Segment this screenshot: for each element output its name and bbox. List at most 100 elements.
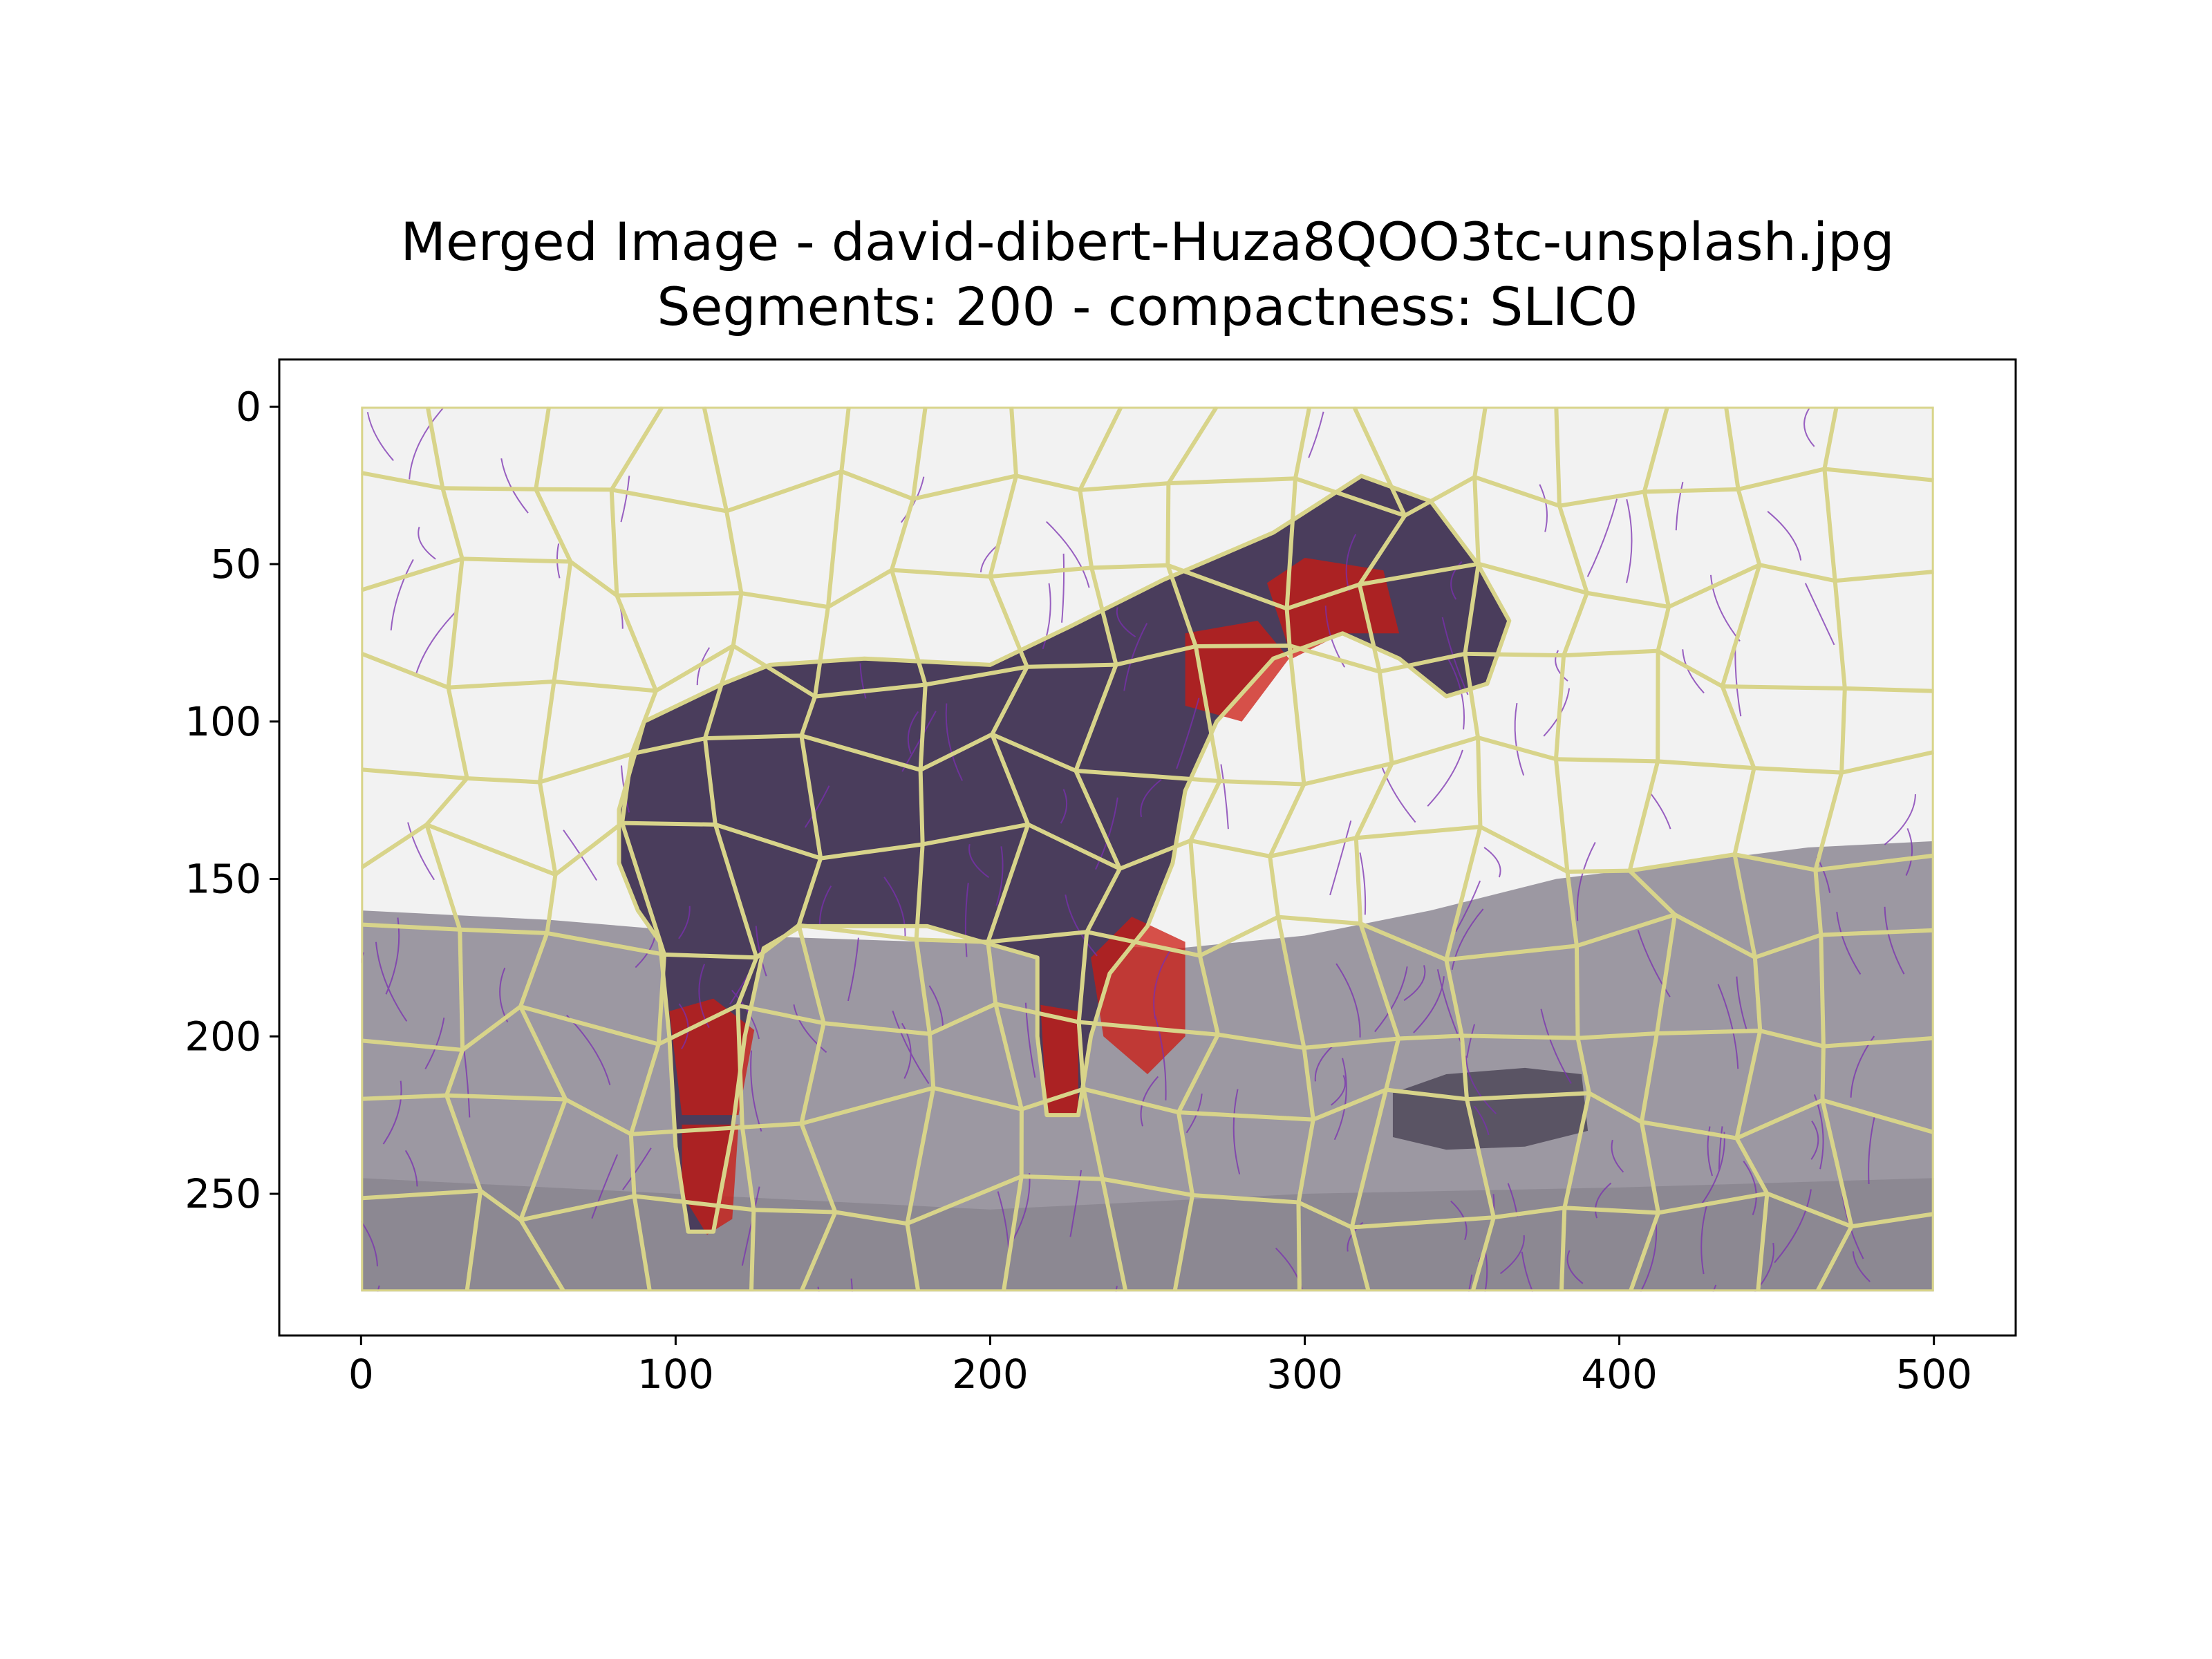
segment-boundary	[1353, 838, 1363, 924]
segment-boundary	[1459, 1035, 1470, 1100]
segment-boundary	[518, 932, 550, 1008]
streamline	[409, 407, 444, 480]
segment-boundary	[1463, 653, 1481, 738]
streamline	[1123, 623, 1148, 691]
segment-boundary	[1588, 1091, 1643, 1124]
segment-boundary	[465, 1190, 483, 1292]
segment-boundary	[993, 1003, 1024, 1110]
streamline	[1061, 553, 1065, 623]
segment-boundary	[1754, 766, 1842, 775]
streamline	[1451, 908, 1484, 971]
segment-boundary	[1565, 871, 1579, 946]
segment-boundary	[446, 687, 469, 779]
x-axis: 0 100 200 300 400 500	[348, 1335, 1972, 1398]
segment-boundary	[1357, 583, 1382, 673]
segment-boundary	[1015, 474, 1080, 492]
streamline	[945, 703, 964, 781]
streamline	[1611, 1139, 1624, 1173]
segment-boundary	[1559, 489, 1645, 508]
streamline	[1836, 912, 1862, 975]
segment-boundary	[1553, 758, 1570, 872]
segment-boundary	[1379, 651, 1466, 674]
segment-boundary	[1466, 1091, 1590, 1102]
streamline	[1454, 880, 1481, 932]
segment-boundary	[740, 591, 829, 610]
segment-boundary	[987, 930, 1087, 944]
segment-boundary	[796, 924, 826, 1024]
segment-boundary	[628, 1134, 637, 1197]
segment-boundary	[839, 406, 851, 472]
segment-boundary	[534, 406, 552, 490]
streamline	[1709, 574, 1741, 642]
segment-boundary	[1819, 935, 1826, 1047]
streamline	[382, 1080, 402, 1145]
segment-boundary	[1288, 644, 1380, 674]
y-tick-label: 50	[210, 541, 261, 588]
segment-boundary	[1754, 932, 1822, 959]
segment-boundary	[425, 406, 445, 489]
segment-boundary	[1574, 946, 1580, 1038]
streamline	[1331, 1075, 1346, 1106]
streamline	[1140, 1076, 1159, 1127]
streamline	[907, 711, 919, 754]
segment-boundary	[1562, 1092, 1591, 1208]
streamline	[1884, 906, 1905, 975]
y-tick-label: 250	[185, 1170, 261, 1217]
segment-boundary	[655, 644, 735, 693]
segment-boundary	[1217, 1032, 1304, 1050]
segment-boundary	[520, 1194, 635, 1222]
segment-boundary	[799, 735, 823, 859]
segment-boundary	[460, 927, 547, 935]
segment-boundary	[361, 556, 463, 592]
streamline	[1540, 1009, 1572, 1084]
segment-boundary	[932, 1085, 1022, 1112]
segment-boundary	[1074, 769, 1122, 870]
segment-boundary	[1349, 1226, 1371, 1292]
segment-boundary	[1078, 489, 1094, 568]
segment-boundary	[361, 1188, 481, 1201]
segment-boundary	[1493, 1206, 1565, 1220]
segment-boundary	[1076, 931, 1089, 1022]
segment-boundary	[1312, 1087, 1387, 1122]
streamline	[804, 785, 830, 828]
segment-boundary	[732, 644, 816, 699]
segment-boundary	[461, 1004, 522, 1052]
segment-boundary	[1736, 489, 1762, 566]
segment-boundary	[905, 1223, 921, 1292]
segment-boundary	[1294, 476, 1406, 518]
segment-boundary	[1563, 648, 1658, 658]
streamline	[1335, 963, 1361, 1038]
segment-boundary	[1352, 406, 1407, 517]
segment-boundary	[1118, 838, 1192, 871]
segment-boundary	[632, 1195, 652, 1292]
segment-boundary	[1219, 778, 1304, 787]
streamline	[366, 412, 394, 461]
segment-boundary	[611, 487, 727, 514]
segment-boundary	[1020, 1087, 1085, 1112]
streamline	[1595, 1182, 1612, 1219]
segment-boundary	[1667, 563, 1761, 609]
segment-boundary	[1839, 688, 1847, 773]
segment-boundary	[1732, 767, 1756, 855]
streamline	[1065, 894, 1098, 957]
segment-boundary	[1286, 582, 1360, 611]
streamline	[678, 1003, 689, 1050]
segment-boundary	[753, 1208, 836, 1215]
segment-boundary	[918, 684, 928, 770]
streamline	[1718, 1126, 1723, 1170]
segment-boundary	[1444, 959, 1464, 1036]
segment-boundary	[1657, 649, 1724, 688]
streamline	[1514, 702, 1525, 776]
segment-boundary	[991, 732, 1077, 773]
segment-boundary	[361, 471, 443, 491]
segment-boundary	[1276, 917, 1306, 1049]
segment-boundary	[1166, 406, 1219, 485]
segment-boundary	[518, 1219, 566, 1292]
segment-boundary	[448, 679, 554, 690]
segment-boundary	[1089, 567, 1118, 666]
segment-boundary	[799, 695, 817, 737]
streamline	[418, 527, 436, 560]
segment-boundary	[1177, 1033, 1220, 1114]
segment-boundary	[890, 498, 915, 571]
y-axis: 0 50 100 150 200 250	[185, 383, 279, 1217]
